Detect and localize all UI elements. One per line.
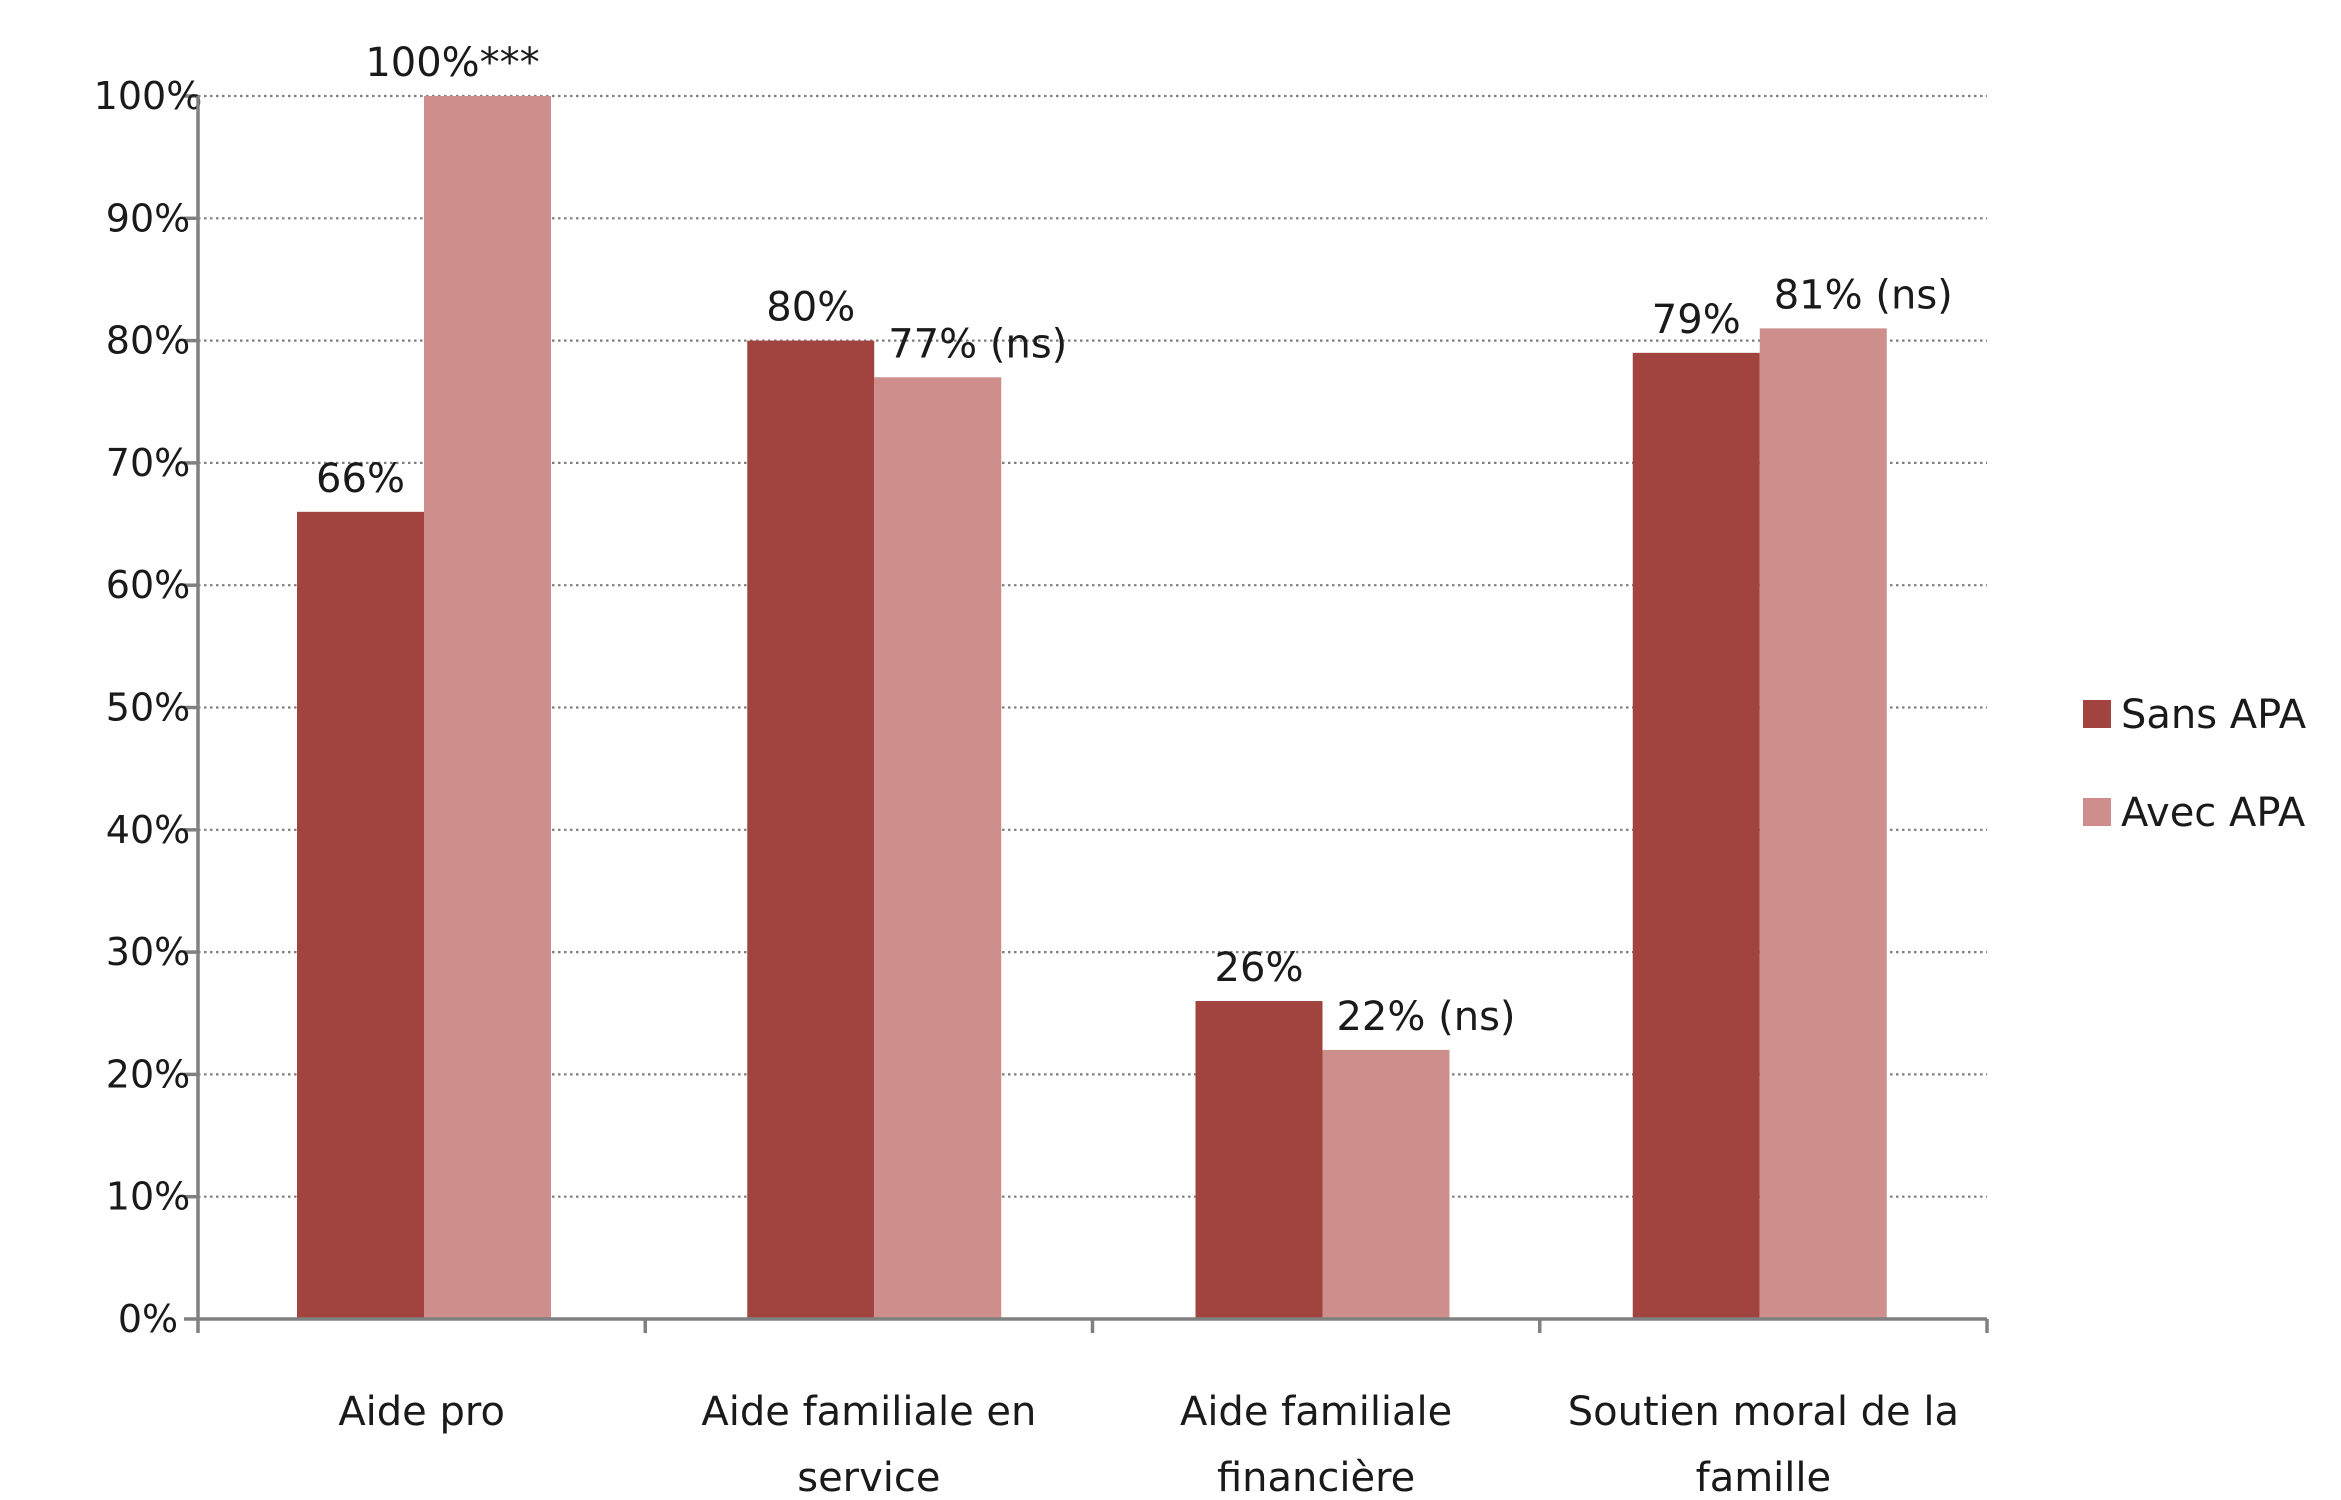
bar-avec-apa — [1322, 1049, 1450, 1319]
x-tick-label: famille — [1696, 1455, 1832, 1496]
bar-sans-apa — [297, 511, 424, 1319]
x-tick-label: Soutien moral de la — [1568, 1389, 1959, 1435]
data-label: 22% (ns) — [1336, 994, 1515, 1040]
gridlines — [198, 94, 1987, 1198]
y-tick-label: 80% — [106, 319, 190, 363]
bar-avec-apa — [424, 96, 551, 1319]
y-tick-label: 60% — [106, 563, 190, 607]
axes: 0% 10% 20% 30% 40% 50% 60% 70% 80% 90% 100% Aide pr… — [94, 74, 1989, 1500]
legend-swatch — [2083, 700, 2111, 728]
x-tick-label: Aide pro — [338, 1389, 505, 1435]
bar-sans-apa — [1632, 352, 1760, 1320]
y-tick-label: 50% — [106, 686, 190, 730]
y-tick-label: 70% — [106, 441, 190, 485]
data-label: 80% — [766, 285, 855, 331]
legend: Sans APA Avec APA — [2083, 692, 2307, 836]
bar-sans-apa — [1195, 1001, 1323, 1319]
y-tick-label: 10% — [106, 1175, 190, 1219]
y-tick-label: 0% — [118, 1297, 178, 1341]
data-labels: 66% 100%*** 80% 77% (ns) 26% 22% (ns) 79% 81% (… — [316, 40, 1953, 1040]
x-tick-label: Aide familiale en — [701, 1389, 1036, 1435]
y-tick-label: 20% — [106, 1052, 190, 1096]
bars — [297, 96, 1887, 1320]
data-label: 66% — [316, 456, 405, 502]
bar-avec-apa — [1759, 328, 1887, 1319]
x-tick-label: financière — [1217, 1455, 1415, 1496]
data-label: 81% (ns) — [1774, 272, 1953, 318]
data-label: 100%*** — [365, 40, 539, 86]
bar-avec-apa — [874, 377, 1002, 1319]
y-tick-label: 90% — [106, 196, 190, 240]
data-label: 26% — [1215, 945, 1304, 991]
y-tick-label: 40% — [106, 808, 190, 852]
legend-label: Sans APA — [2121, 692, 2307, 738]
data-label: 77% (ns) — [888, 321, 1067, 367]
bar-sans-apa — [747, 340, 875, 1320]
y-tick-label: 30% — [106, 930, 190, 974]
y-tick-label: 100% — [94, 74, 203, 118]
legend-swatch — [2083, 798, 2111, 826]
legend-label: Avec APA — [2121, 790, 2306, 836]
x-tick-label: Aide familiale — [1180, 1389, 1452, 1435]
data-label: 79% — [1652, 297, 1741, 343]
x-tick-label: service — [797, 1455, 940, 1496]
